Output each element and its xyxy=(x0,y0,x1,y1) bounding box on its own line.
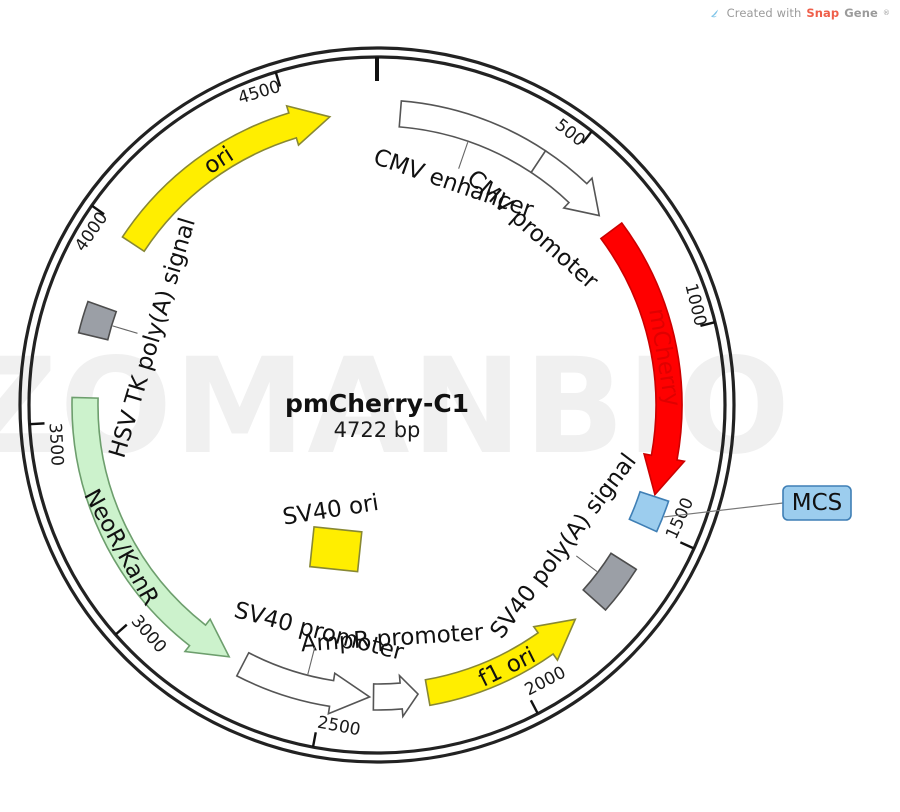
feature-leader-line xyxy=(112,325,138,334)
credit-registered-icon: ® xyxy=(882,9,890,17)
feature-sv40-promoter[interactable] xyxy=(235,651,372,715)
ruler-tick xyxy=(581,130,593,144)
ruler-tick-label: 3500 xyxy=(45,422,67,466)
plasmid-backbone xyxy=(18,46,736,764)
snapgene-credit: Created with Snap Gene ® xyxy=(709,6,890,20)
feature-label-neor-kanr: NeoR/KanR xyxy=(78,485,163,610)
ruler-tick xyxy=(311,732,317,748)
mcs-leader-line xyxy=(663,502,784,518)
snapgene-logo-icon xyxy=(709,7,722,20)
feature-neor-kanr[interactable] xyxy=(71,396,231,658)
mcs-callout[interactable]: MCS xyxy=(663,485,852,521)
feature-mcherry[interactable] xyxy=(599,221,686,497)
feature-f1-ori[interactable] xyxy=(424,618,577,707)
ruler-tick-label: 4500 xyxy=(236,77,283,109)
ruler-tick xyxy=(274,71,282,87)
ruler-tick-label: 2500 xyxy=(316,713,362,741)
feature-hsv-tk-poly-a-signal[interactable] xyxy=(77,300,118,341)
feature-ampr-promoter[interactable] xyxy=(372,673,420,719)
ruler-tick xyxy=(114,623,128,636)
ruler-tick xyxy=(679,541,695,550)
mcs-label-text: MCS xyxy=(792,490,843,516)
feature-label-sv40-ori: SV40 ori xyxy=(281,490,381,531)
ruler-tick xyxy=(529,699,539,715)
feature-layer[interactable] xyxy=(71,100,686,719)
feature-mcs[interactable] xyxy=(628,490,670,533)
credit-brand-gene: Gene xyxy=(844,6,878,20)
page-title: pmCherry-C1 xyxy=(285,389,469,418)
feature-leader-line xyxy=(458,142,469,169)
feature-sv40-ori[interactable] xyxy=(308,525,363,573)
feature-sv40-poly-a-signal[interactable] xyxy=(582,552,638,612)
ruler-tick-label: 500 xyxy=(551,115,589,151)
feature-cmv-promoter[interactable] xyxy=(530,149,601,217)
feature-ori[interactable] xyxy=(121,104,332,253)
feature-leader-line xyxy=(575,555,598,573)
credit-prefix: Created with xyxy=(726,6,802,20)
ruler-tick-label: 4000 xyxy=(71,208,112,255)
ruler-tick xyxy=(29,422,45,426)
feature-leader-line xyxy=(307,646,316,675)
credit-brand-snap: Snap xyxy=(806,6,840,20)
ruler-tick xyxy=(700,321,716,327)
plasmid-size: 4722 bp xyxy=(334,418,421,442)
mcs-label-box[interactable] xyxy=(782,485,852,521)
ruler-tick xyxy=(91,204,105,216)
